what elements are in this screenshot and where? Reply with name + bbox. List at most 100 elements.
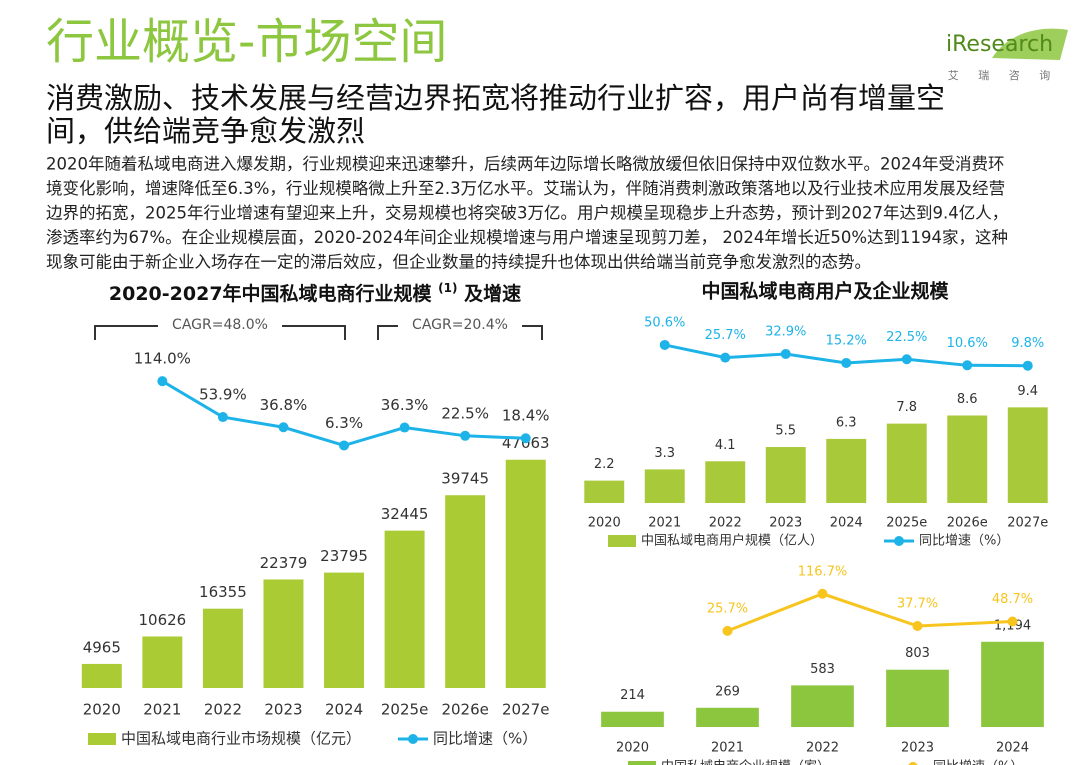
bar-label: 8.6 [957,392,978,407]
bar-label: 269 [715,684,740,699]
body-text: 边界的拓宽，2025年行业增速有望迎来上升，交易规模也将突破3万亿。用户规模呈现… [46,204,1008,223]
bar-label: 22379 [260,554,308,572]
growth-label: 37.7% [897,596,938,611]
growth-label: 53.9% [199,386,247,404]
x-tick-label: 2022 [709,516,742,531]
growth-point [817,588,828,599]
x-tick-label: 2022 [806,741,839,756]
growth-label: 25.7% [705,328,746,343]
bar [81,663,122,688]
legend-point [408,734,418,744]
cagr-bracket [377,325,543,340]
growth-point [217,412,228,423]
legend-label: 同比增速（%） [433,730,537,748]
growth-label: 36.3% [381,396,429,414]
legend-point [894,536,904,546]
growth-label: 114.0% [134,350,191,368]
growth-line [726,592,1013,633]
bar [947,415,988,503]
legend-label: 中国私域电商行业市场规模（亿元） [121,730,361,748]
x-tick-label: 2022 [204,701,242,719]
legend-point [908,762,918,765]
growth-label: 116.7% [798,564,848,579]
bar-label: 32445 [381,505,429,523]
growth-label: 36.8% [260,396,308,414]
growth-label: 22.5% [886,330,927,345]
body-text: 境变化影响，增速降低至6.3%，行业规模略微上升至2.3万亿水平。艾瑞认为，伴随… [46,179,1005,198]
cagr-bracket [94,325,346,340]
bar [384,530,425,688]
growth-point [520,433,531,444]
growth-point [460,430,471,441]
bar-label: 5.5 [775,424,796,439]
bar [584,480,625,503]
cagr-label: CAGR=20.4% [412,317,508,333]
growth-point [659,339,670,350]
legend-label: 中国私域电商企业规模（家） [661,759,830,765]
x-tick-label: 2024 [996,741,1029,756]
chart-title-part: 及增速 [457,282,521,305]
bar [886,423,927,503]
x-tick-label: 2023 [769,516,802,531]
body-text: 现象可能由于新企业入场存在一定的滞后效应，但企业数量的持续提升也体现出供给端当前… [46,253,871,272]
growth-point [399,422,410,433]
growth-label: 50.6% [644,315,685,330]
growth-point [722,625,733,636]
bar-label: 803 [905,646,930,661]
subtitle: 间，供给端竞争愈发激烈 [46,114,365,148]
chart-title-part: 2020-2027年中国私域电商行业规模 [109,282,438,305]
growth-point [720,352,731,363]
x-tick-label: 2023 [264,701,302,719]
growth-label: 15.2% [826,333,867,348]
growth-label: 9.8% [1011,336,1044,351]
bar [644,469,685,503]
cagr-label: CAGR=48.0% [172,317,268,333]
x-tick-label: 2023 [901,741,934,756]
x-tick-label: 2026e [441,701,488,719]
bar [445,495,486,688]
bar [826,438,867,503]
bar-label: 16355 [199,583,247,601]
bar-label: 4.1 [715,438,736,453]
bar [886,669,949,727]
x-tick-label: 2027e [502,701,549,719]
bar [1007,407,1048,503]
growth-label: 32.9% [765,324,806,339]
bar-label: 10626 [138,611,186,629]
growth-point [962,360,973,371]
x-tick-label: 2021 [711,741,744,756]
bar [765,447,806,503]
bar-label: 4965 [83,638,121,656]
bar [142,636,183,688]
growth-point [780,348,791,359]
x-tick-label: 2020 [83,701,121,719]
legend-label: 同比增速（%） [919,534,1009,549]
growth-point [339,440,350,451]
bar [202,608,243,688]
bar [263,579,304,688]
chart-title: 中国私域电商用户及企业规模 [701,280,949,303]
x-tick-label: 2020 [588,516,621,531]
growth-point [1007,616,1018,627]
growth-label: 48.7% [992,592,1033,607]
x-tick-label: 2020 [616,741,649,756]
growth-label: 25.7% [707,601,748,616]
x-tick-label: 2026e [947,516,988,531]
x-tick-label: 2024 [830,516,863,531]
legend-swatch [608,535,636,547]
legend-swatch [88,733,116,745]
growth-label: 6.3% [325,414,363,432]
x-tick-label: 2025e [886,516,927,531]
growth-point [278,422,289,433]
legend-swatch [628,761,656,765]
growth-point [912,620,923,631]
bar-label: 2.2 [594,457,615,472]
bar [705,461,746,503]
bar-label: 6.3 [836,415,857,430]
x-tick-label: 2025e [381,701,428,719]
bar [791,685,854,727]
bar [601,711,664,727]
x-tick-label: 2024 [325,701,363,719]
